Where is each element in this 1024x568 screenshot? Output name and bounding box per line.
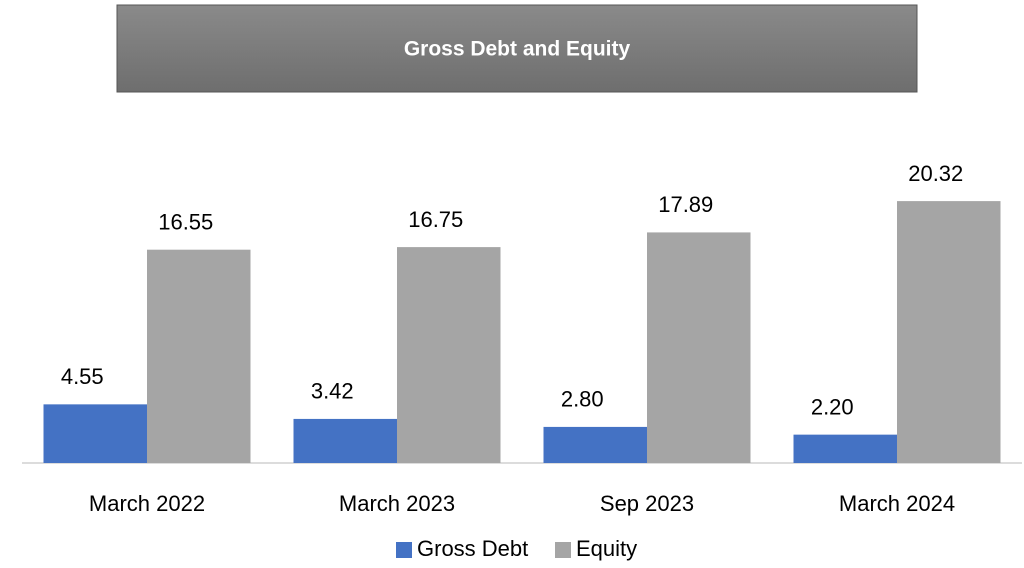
data-label: 2.20 — [811, 394, 854, 419]
x-tick-label: March 2022 — [89, 491, 205, 516]
bar — [793, 434, 897, 463]
data-label: 4.55 — [61, 364, 104, 389]
bar — [647, 232, 751, 463]
chart-title: Gross Debt and Equity — [404, 38, 631, 61]
data-label: 16.75 — [408, 207, 463, 232]
legend-label: Gross Debt — [417, 536, 528, 561]
bar — [293, 418, 397, 463]
data-label: 16.55 — [158, 210, 213, 235]
bar — [43, 404, 147, 463]
x-tick-label: March 2023 — [339, 491, 455, 516]
bar — [543, 426, 647, 463]
legend-swatch — [555, 542, 571, 558]
bar — [897, 201, 1001, 463]
data-label: 2.80 — [561, 387, 604, 412]
data-label: 3.42 — [311, 379, 354, 404]
bar — [397, 247, 501, 463]
legend-label: Equity — [576, 536, 637, 561]
title-box — [116, 4, 918, 93]
bar — [147, 249, 251, 463]
data-label: 17.89 — [658, 192, 713, 217]
legend-swatch — [396, 542, 412, 558]
x-tick-label: Sep 2023 — [600, 491, 694, 516]
data-label: 20.32 — [908, 161, 963, 186]
x-tick-label: March 2024 — [839, 491, 955, 516]
